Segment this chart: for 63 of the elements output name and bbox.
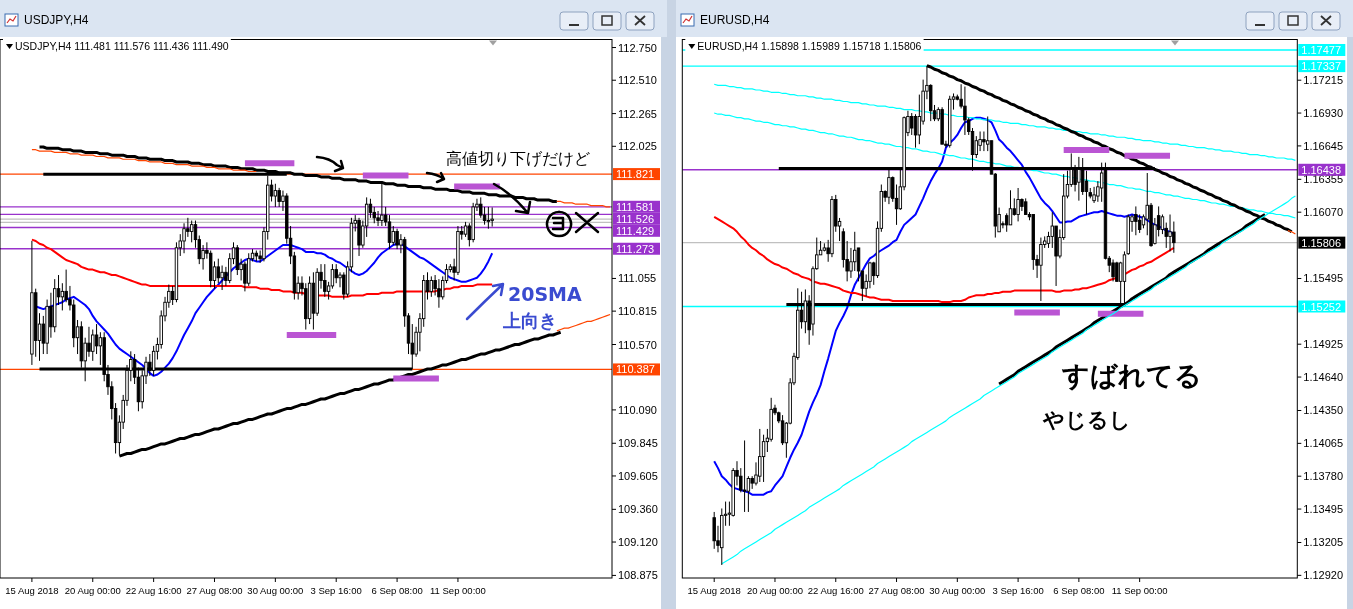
chart-subtitle: USDJPY,H4 111.481 111.576 111.436 111.490 — [15, 40, 229, 52]
y-tick-label: 1.16355 — [1303, 173, 1344, 186]
y-tick-label: 109.360 — [618, 503, 658, 516]
chart-title: EURUSD,H4 — [700, 13, 770, 27]
x-tick-label: 11 Sep 00:00 — [430, 585, 486, 596]
annotation: 上向き — [502, 310, 557, 331]
annotation: 20SMA — [508, 283, 583, 305]
x-tick-label: 11 Sep 00:00 — [1111, 585, 1168, 596]
y-tick-label: 1.14350 — [1303, 404, 1344, 417]
x-tick-label: 27 Aug 08:00 — [186, 585, 243, 596]
x-tick-label: 22 Aug 16:00 — [125, 585, 182, 596]
y-tick-label: 112.750 — [618, 41, 657, 54]
y-tick-label: 1.17215 — [1303, 74, 1344, 87]
ref-line-label: 1.16438 — [1301, 163, 1342, 176]
y-tick-label: 1.13205 — [1303, 536, 1344, 549]
y-tick-label: 109.120 — [618, 536, 658, 549]
y-tick-label: 1.12920 — [1303, 569, 1344, 582]
x-tick-label: 3 Sep 16:00 — [310, 585, 362, 596]
y-tick-label: 1.14925 — [1303, 338, 1344, 351]
y-tick-label: 1.16070 — [1303, 206, 1344, 219]
ref-line-label: 111.581 — [616, 200, 655, 213]
x-tick-label: 27 Aug 08:00 — [868, 585, 925, 596]
x-tick-label: 6 Sep 08:00 — [1053, 585, 1105, 596]
annotation: すばれてる — [1061, 360, 1202, 391]
y-tick-label: 1.16930 — [1303, 107, 1344, 120]
y-tick-label: 112.025 — [618, 140, 657, 153]
y-tick-label: 112.265 — [618, 107, 657, 120]
y-tick-label: 108.875 — [618, 569, 658, 582]
x-tick-label: 15 Aug 2018 — [687, 585, 741, 596]
x-tick-label: 30 Aug 00:00 — [247, 585, 304, 596]
chart-subtitle: EURUSD,H4 1.15898 1.15989 1.15718 1.15806 — [697, 40, 922, 52]
annotation: 高値切り下げだけど — [446, 150, 590, 168]
ref-line-label: 110.387 — [616, 363, 655, 376]
x-tick-label: 3 Sep 16:00 — [992, 585, 1044, 596]
y-tick-label: 110.815 — [618, 305, 657, 318]
x-tick-label: 20 Aug 00:00 — [746, 585, 803, 596]
x-tick-label: 22 Aug 16:00 — [807, 585, 864, 596]
x-tick-label: 30 Aug 00:00 — [929, 585, 986, 596]
x-tick-label: 20 Aug 00:00 — [64, 585, 121, 596]
y-tick-label: 110.090 — [618, 403, 657, 416]
ref-line-label: 111.526 — [616, 212, 655, 225]
ref-line-label: 111.429 — [616, 224, 655, 237]
y-tick-label: 1.15495 — [1303, 272, 1344, 285]
ref-line-label: 1.17477 — [1301, 43, 1342, 56]
y-tick-label: 1.16645 — [1303, 139, 1344, 152]
y-tick-label: 111.055 — [618, 272, 657, 285]
ref-line-label: 1.15806 — [1301, 236, 1342, 249]
y-tick-label: 109.845 — [618, 437, 658, 450]
ref-line-label: 1.17337 — [1301, 60, 1342, 73]
y-tick-label: 1.14640 — [1303, 371, 1344, 384]
ref-line-label: 111.821 — [616, 168, 655, 181]
y-tick-label: 109.605 — [618, 469, 658, 482]
x-tick-label: 6 Sep 08:00 — [371, 585, 423, 596]
chart-title: USDJPY,H4 — [24, 13, 89, 27]
y-tick-label: 1.14065 — [1303, 437, 1344, 450]
y-tick-label: 112.510 — [618, 74, 657, 87]
annotation: やじるし — [1042, 408, 1131, 432]
y-tick-label: 1.13495 — [1303, 503, 1344, 516]
ref-line-label: 1.15252 — [1301, 300, 1342, 313]
y-tick-label: 1.13780 — [1303, 470, 1344, 483]
ref-line-label: 111.273 — [616, 242, 655, 255]
y-tick-label: 110.570 — [618, 338, 657, 351]
x-tick-label: 15 Aug 2018 — [5, 585, 59, 596]
